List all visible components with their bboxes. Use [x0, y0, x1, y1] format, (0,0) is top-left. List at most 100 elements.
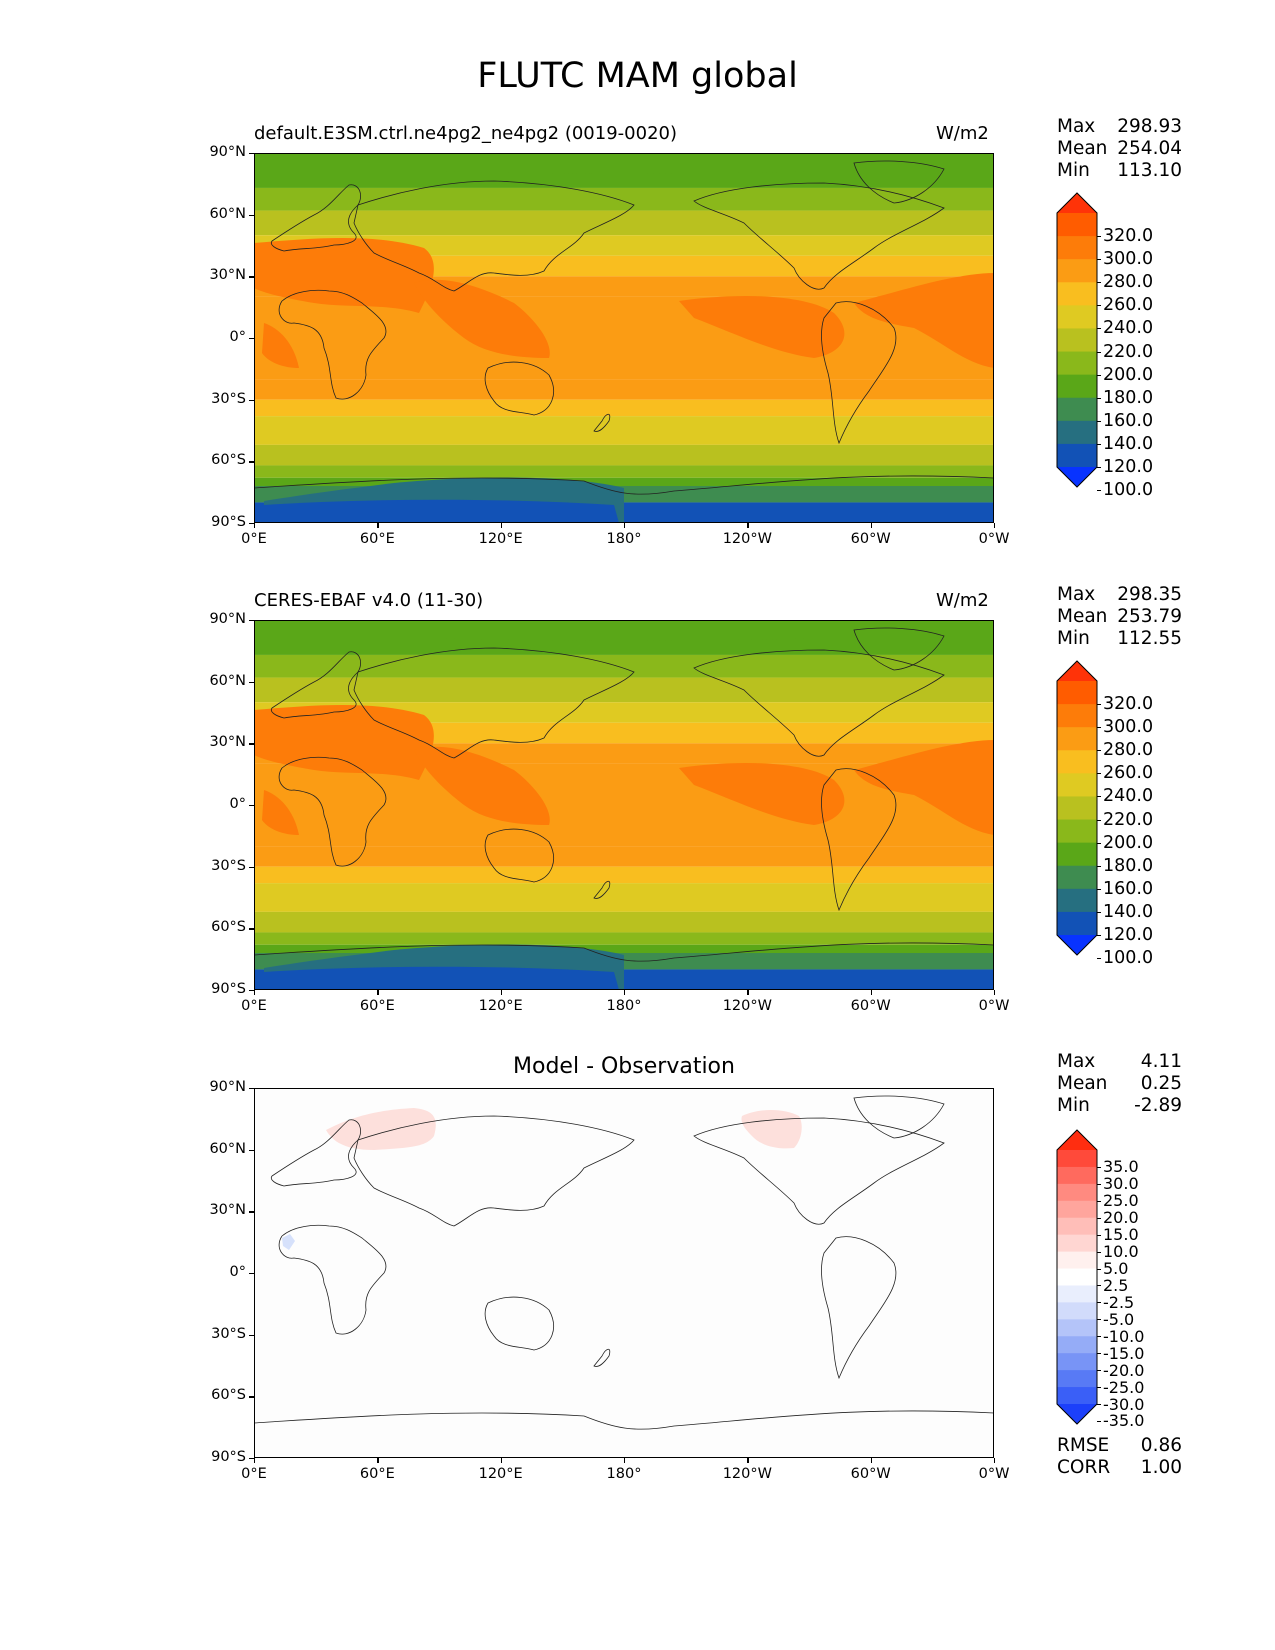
- colorbar-2: [1056, 660, 1098, 956]
- coastline: [270, 184, 361, 252]
- mean-value: 254.04: [1117, 138, 1182, 159]
- colorbar-extend-min: [1057, 935, 1097, 955]
- colorbar-tick: [1097, 1353, 1101, 1355]
- coastline: [353, 1115, 635, 1227]
- lat-tick: [249, 1334, 254, 1336]
- colorbar-extend-min: [1057, 467, 1097, 487]
- field-band: [254, 722, 994, 744]
- colorbar-segment: [1057, 420, 1097, 445]
- field-band: [254, 846, 994, 867]
- coastline: [693, 1117, 945, 1225]
- lon-tick-label: 60°E: [359, 1466, 395, 1482]
- colorbar-extend-min: [1057, 1404, 1097, 1424]
- lat-tick: [249, 620, 254, 622]
- field-cold-region: [264, 966, 619, 990]
- colorbar-level-label: 5.0: [1103, 1259, 1129, 1279]
- coastline: [593, 880, 611, 899]
- mean-label: Mean: [1057, 138, 1108, 159]
- field-warm-region: [262, 790, 299, 835]
- lat-tick-label: 60°S: [211, 452, 246, 469]
- lat-tick-label: 0°: [229, 796, 246, 812]
- field-band: [254, 944, 994, 953]
- colorbar-extend-max: [1057, 661, 1097, 681]
- colorbar-level-label: 200.0: [1103, 832, 1154, 853]
- colorbar-level-label: 25.0: [1103, 1191, 1139, 1211]
- colorbar-level-label: 200.0: [1103, 364, 1154, 385]
- lon-tick: [500, 1458, 502, 1463]
- panel-1-left-title: default.E3SM.ctrl.ne4pg2_ne4pg2 (0019-00…: [254, 123, 677, 144]
- colorbar-level-label: 260.0: [1103, 763, 1154, 784]
- panel-3-error-stats: RMSE 0.86 CORR 1.00: [1057, 1435, 1182, 1479]
- lat-tick: [249, 990, 254, 992]
- coastline: [278, 756, 387, 867]
- lon-tick: [624, 523, 626, 528]
- field-warm-region: [854, 273, 994, 368]
- lat-tick: [249, 866, 254, 868]
- field-cool-region: [439, 153, 809, 174]
- colorbar-segment: [1057, 213, 1097, 237]
- field-warm-region: [254, 238, 434, 313]
- coastline: [853, 160, 945, 204]
- field-band: [254, 444, 994, 466]
- coastline: [853, 1095, 945, 1139]
- coastline: [484, 1296, 554, 1351]
- colorbar-level-label: 160.0: [1103, 410, 1154, 431]
- lat-tick: [249, 1458, 254, 1460]
- lon-tick-label: 120°E: [478, 531, 523, 547]
- colorbar-level-label: -20.0: [1103, 1360, 1145, 1380]
- lat-tick: [249, 276, 254, 278]
- colorbar-tick: [1097, 842, 1101, 844]
- colorbar-tick: [1097, 1268, 1101, 1270]
- lon-tick-label: 180°: [606, 531, 642, 547]
- colorbar-segment: [1057, 259, 1097, 283]
- lat-tick-label: 30°N: [209, 267, 246, 284]
- mean-label: Mean: [1057, 606, 1108, 627]
- colorbar-level-label: 240.0: [1103, 318, 1154, 339]
- obs-map-field: [254, 620, 994, 990]
- colorbar-tick: [1097, 704, 1101, 706]
- lon-tick: [747, 990, 749, 995]
- lat-tick: [249, 1211, 254, 1213]
- colorbar-tick: [1097, 1166, 1101, 1168]
- colorbar-segment: [1057, 1285, 1097, 1303]
- colorbar-segment: [1057, 842, 1097, 867]
- colorbar-level-label: 120.0: [1103, 457, 1154, 477]
- field-band: [254, 235, 994, 256]
- lon-tick: [994, 990, 996, 995]
- colorbar-level-label: 30.0: [1103, 1174, 1139, 1194]
- lat-tick: [249, 681, 254, 683]
- colorbar-level-label: -25.0: [1103, 1377, 1145, 1397]
- lat-tick: [249, 1088, 254, 1090]
- lat-tick: [249, 1149, 254, 1151]
- colorbar-segment: [1057, 328, 1097, 353]
- coastline: [593, 1348, 611, 1367]
- coastline: [484, 828, 554, 883]
- colorbar-segment: [1057, 1353, 1097, 1371]
- colorbar-tick: [1097, 282, 1101, 284]
- lat-tick: [249, 1273, 254, 1275]
- rmse-label: RMSE: [1057, 1435, 1110, 1456]
- colorbar-tick: [1097, 374, 1101, 376]
- lon-tick-label: 60°W: [850, 531, 891, 547]
- field-warm-region: [414, 746, 550, 825]
- lon-tick-label: 60°E: [359, 531, 395, 547]
- min-value: 112.55: [1117, 628, 1182, 649]
- rmse-value: 0.86: [1140, 1435, 1182, 1456]
- lon-tick: [624, 990, 626, 995]
- colorbar-segment: [1057, 1251, 1097, 1270]
- lon-tick: [994, 523, 996, 528]
- lat-tick: [249, 338, 254, 340]
- lat-tick: [249, 399, 254, 401]
- colorbar-level-label: 35.0: [1103, 1157, 1139, 1177]
- colorbar-tick: [1097, 911, 1101, 913]
- colorbar-level-label: 100.0: [1103, 480, 1154, 501]
- colorbar-tick: [1097, 773, 1101, 775]
- lon-tick: [500, 523, 502, 528]
- colorbar-segment: [1057, 397, 1097, 422]
- colorbar-segment: [1057, 1268, 1097, 1286]
- lat-tick-label: 60°N: [209, 1140, 246, 1157]
- coastline: [254, 942, 994, 962]
- colorbar-tick: [1097, 865, 1101, 867]
- max-label: Max: [1057, 1051, 1096, 1072]
- lon-tick-label: 120°W: [722, 531, 772, 547]
